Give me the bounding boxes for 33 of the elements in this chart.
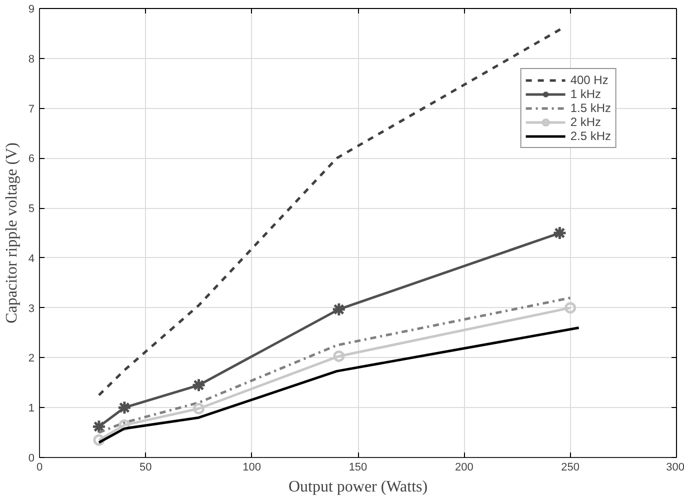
- point: [332, 302, 346, 317]
- x-tick-label: 150: [348, 462, 368, 474]
- y-tick-label: 5: [28, 203, 35, 216]
- x-tick-label: 100: [242, 462, 262, 474]
- point: [92, 419, 106, 434]
- point: [192, 378, 206, 392]
- x-tick-label: 50: [140, 462, 152, 474]
- x-tick-label: 200: [454, 462, 474, 474]
- y-tick-label: 3: [28, 302, 35, 315]
- y-tick-label: 7: [28, 103, 35, 116]
- x-tick-label: 300: [666, 462, 684, 474]
- point: [117, 400, 132, 415]
- y-tick-label: 6: [28, 153, 35, 166]
- y-tick-label: 9: [28, 4, 35, 16]
- legend-label: 2.5 kHz: [570, 129, 611, 143]
- y-axis-title: Capacitor ripple voltage (V): [3, 142, 20, 324]
- legend-label: 1.5 kHz: [570, 101, 611, 115]
- point: [552, 226, 567, 240]
- legend-label: 2 kHz: [570, 115, 601, 129]
- legend-label: 400 Hz: [570, 73, 608, 87]
- y-tick-label: 1: [28, 402, 35, 415]
- x-tick-label: 0: [36, 462, 43, 474]
- line-series: [98, 27, 564, 396]
- point: [333, 350, 345, 362]
- point: [193, 402, 204, 414]
- y-tick-label: 8: [28, 53, 35, 66]
- x-axis-title: Output power (Watts): [288, 478, 428, 496]
- legend-label: 1 kHz: [570, 87, 601, 101]
- x-tick-label: 250: [561, 462, 580, 474]
- y-tick-label: 4: [28, 252, 35, 265]
- line-series: [98, 326, 580, 444]
- y-tick-label: 2: [28, 352, 35, 365]
- y-tick-label: 0: [28, 452, 35, 464]
